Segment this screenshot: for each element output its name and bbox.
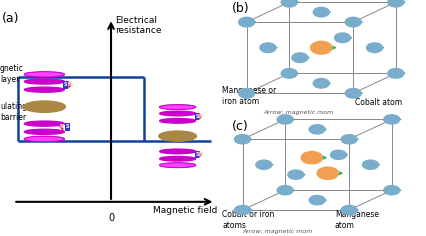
Text: S: S bbox=[64, 82, 67, 87]
Text: Manganese
atom: Manganese atom bbox=[334, 210, 378, 230]
Circle shape bbox=[330, 150, 345, 160]
Text: (a): (a) bbox=[2, 12, 20, 25]
Circle shape bbox=[281, 0, 296, 7]
Circle shape bbox=[276, 185, 293, 195]
Text: gnetic
layer: gnetic layer bbox=[0, 64, 24, 84]
Circle shape bbox=[387, 68, 403, 78]
Ellipse shape bbox=[159, 105, 195, 109]
Ellipse shape bbox=[159, 111, 195, 116]
Ellipse shape bbox=[158, 131, 196, 141]
Text: N: N bbox=[67, 82, 72, 87]
Ellipse shape bbox=[159, 156, 195, 161]
Ellipse shape bbox=[159, 163, 195, 168]
Circle shape bbox=[383, 185, 399, 195]
Ellipse shape bbox=[24, 72, 64, 77]
Text: S: S bbox=[66, 124, 69, 129]
Ellipse shape bbox=[159, 149, 195, 154]
Circle shape bbox=[255, 160, 271, 169]
Text: Cobalt atom: Cobalt atom bbox=[354, 98, 401, 107]
Circle shape bbox=[281, 68, 296, 78]
Ellipse shape bbox=[24, 72, 64, 77]
Polygon shape bbox=[68, 81, 72, 88]
Circle shape bbox=[383, 115, 399, 124]
Circle shape bbox=[313, 79, 328, 88]
Circle shape bbox=[234, 205, 250, 215]
Circle shape bbox=[340, 205, 356, 215]
Text: N: N bbox=[198, 152, 202, 157]
Circle shape bbox=[344, 17, 360, 27]
FancyBboxPatch shape bbox=[63, 81, 68, 88]
Ellipse shape bbox=[159, 163, 195, 168]
Text: (c): (c) bbox=[232, 120, 248, 133]
Text: N: N bbox=[198, 114, 202, 119]
Ellipse shape bbox=[24, 79, 64, 84]
Circle shape bbox=[317, 167, 338, 179]
Ellipse shape bbox=[24, 121, 64, 126]
Circle shape bbox=[300, 152, 322, 164]
Ellipse shape bbox=[24, 136, 64, 142]
Polygon shape bbox=[59, 123, 63, 131]
Ellipse shape bbox=[159, 105, 195, 109]
Text: ulating
barrier: ulating barrier bbox=[0, 102, 27, 122]
Circle shape bbox=[308, 125, 324, 134]
Circle shape bbox=[344, 88, 360, 98]
Text: Magnetic field: Magnetic field bbox=[153, 206, 217, 215]
Circle shape bbox=[276, 115, 293, 124]
Circle shape bbox=[340, 135, 356, 144]
Text: N: N bbox=[60, 124, 64, 129]
Text: Cobalt or iron
atoms: Cobalt or iron atoms bbox=[222, 210, 274, 230]
Text: Arrow: magnetic mom: Arrow: magnetic mom bbox=[262, 110, 333, 115]
Ellipse shape bbox=[24, 87, 64, 92]
Circle shape bbox=[287, 170, 303, 179]
Ellipse shape bbox=[23, 101, 65, 112]
FancyBboxPatch shape bbox=[194, 113, 199, 120]
Text: (b): (b) bbox=[232, 2, 249, 15]
Text: S: S bbox=[195, 152, 198, 157]
Text: 0: 0 bbox=[108, 213, 114, 223]
Polygon shape bbox=[199, 151, 203, 158]
Text: Arrow: magnetic mom: Arrow: magnetic mom bbox=[242, 229, 312, 234]
Ellipse shape bbox=[159, 118, 195, 123]
Text: Manganese or
iron atom: Manganese or iron atom bbox=[222, 86, 276, 106]
Circle shape bbox=[313, 7, 328, 17]
FancyBboxPatch shape bbox=[194, 151, 199, 158]
Circle shape bbox=[387, 0, 403, 7]
Circle shape bbox=[259, 43, 275, 52]
FancyBboxPatch shape bbox=[65, 123, 70, 131]
Ellipse shape bbox=[24, 136, 64, 142]
Circle shape bbox=[308, 195, 324, 205]
Circle shape bbox=[234, 135, 250, 144]
Circle shape bbox=[362, 160, 377, 169]
Text: Electrical
resistance: Electrical resistance bbox=[115, 16, 161, 35]
Polygon shape bbox=[199, 113, 203, 120]
Ellipse shape bbox=[24, 129, 64, 134]
Circle shape bbox=[238, 17, 254, 27]
Circle shape bbox=[291, 53, 307, 63]
Circle shape bbox=[366, 43, 382, 52]
Circle shape bbox=[334, 33, 350, 42]
Circle shape bbox=[238, 88, 254, 98]
Circle shape bbox=[310, 41, 331, 54]
Text: S: S bbox=[195, 114, 198, 119]
